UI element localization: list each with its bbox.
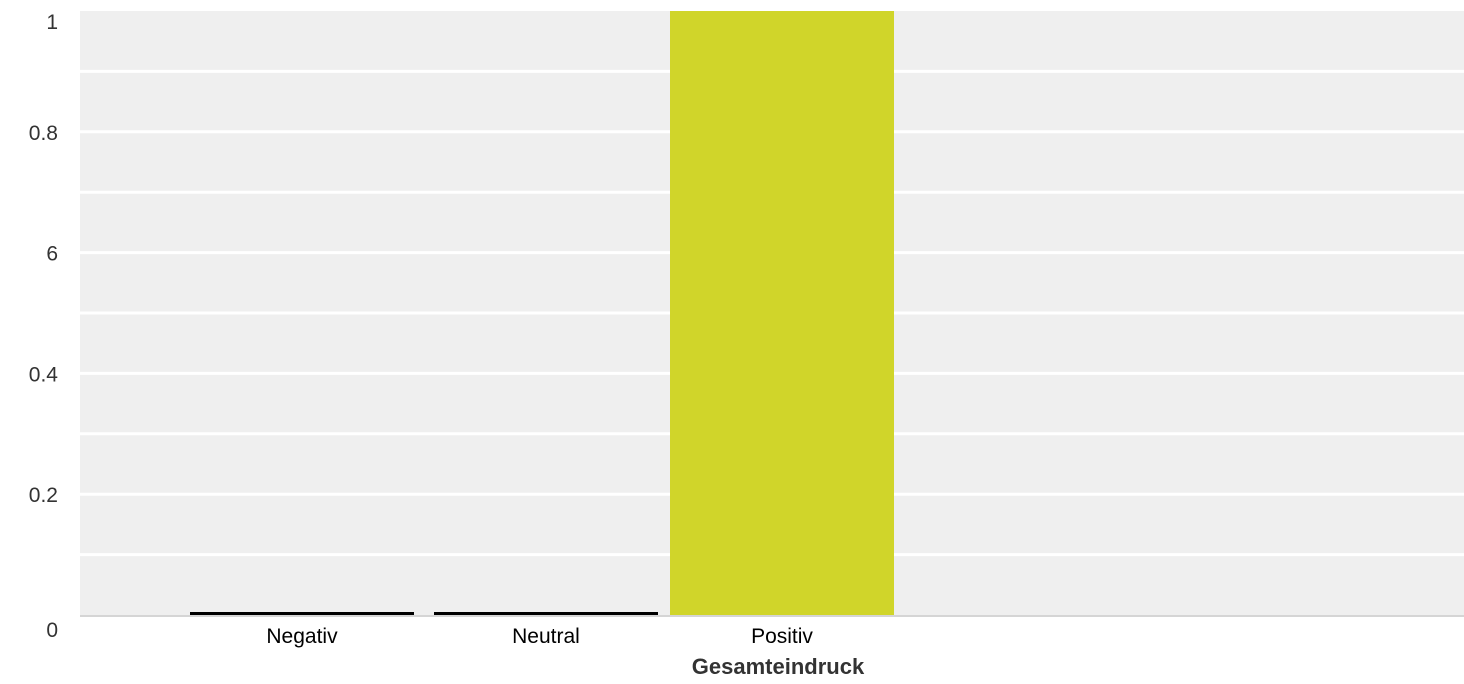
x-category-label: Neutral — [512, 625, 580, 648]
bar-positiv[interactable] — [670, 11, 894, 615]
x-axis-title: Gesamteindruck — [692, 654, 865, 679]
bar-neutral[interactable] — [434, 612, 658, 615]
y-tick-label: 0.8 — [29, 122, 58, 145]
y-tick-label: 1 — [46, 11, 58, 34]
bar-negativ[interactable] — [190, 612, 414, 615]
x-category-label: Negativ — [266, 625, 338, 648]
bars — [190, 11, 894, 615]
y-tick-label: 0.4 — [29, 363, 59, 386]
x-axis-category-labels: Negativ Neutral Positiv — [266, 625, 813, 648]
x-category-label: Positiv — [751, 625, 813, 648]
y-tick-label: 0 — [46, 619, 58, 642]
y-tick-label: 6 — [46, 243, 58, 266]
y-tick-label: 0.2 — [29, 484, 58, 507]
y-axis-tick-labels: 0 0.2 0.4 6 0.8 1 — [29, 11, 59, 642]
